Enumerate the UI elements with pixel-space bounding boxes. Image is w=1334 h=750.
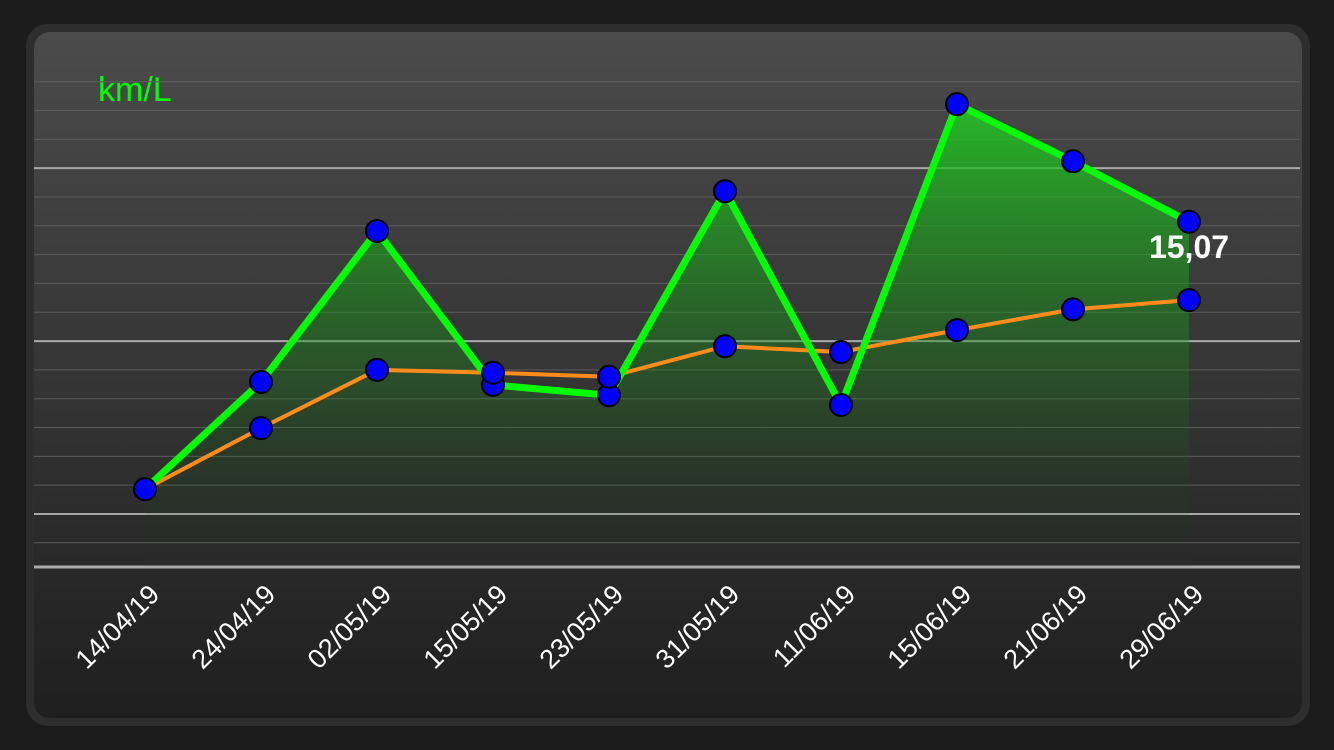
line bbox=[142, 100, 1191, 492]
point bbox=[133, 477, 157, 502]
point bbox=[365, 357, 389, 382]
point bbox=[597, 364, 621, 389]
point bbox=[829, 393, 853, 418]
point bbox=[249, 416, 273, 441]
point bbox=[481, 360, 505, 385]
value-label: 15,07 bbox=[1149, 229, 1229, 265]
line bbox=[144, 298, 1190, 491]
point bbox=[945, 92, 969, 117]
point bbox=[365, 218, 389, 243]
point bbox=[1177, 209, 1201, 234]
area bbox=[145, 104, 1189, 567]
point bbox=[1061, 297, 1085, 322]
point bbox=[713, 334, 737, 359]
point bbox=[829, 340, 853, 365]
point bbox=[945, 318, 969, 343]
point bbox=[1177, 288, 1201, 313]
point bbox=[1061, 149, 1085, 174]
point bbox=[713, 179, 737, 204]
point bbox=[249, 369, 273, 394]
unit-label: km/L bbox=[98, 71, 172, 109]
